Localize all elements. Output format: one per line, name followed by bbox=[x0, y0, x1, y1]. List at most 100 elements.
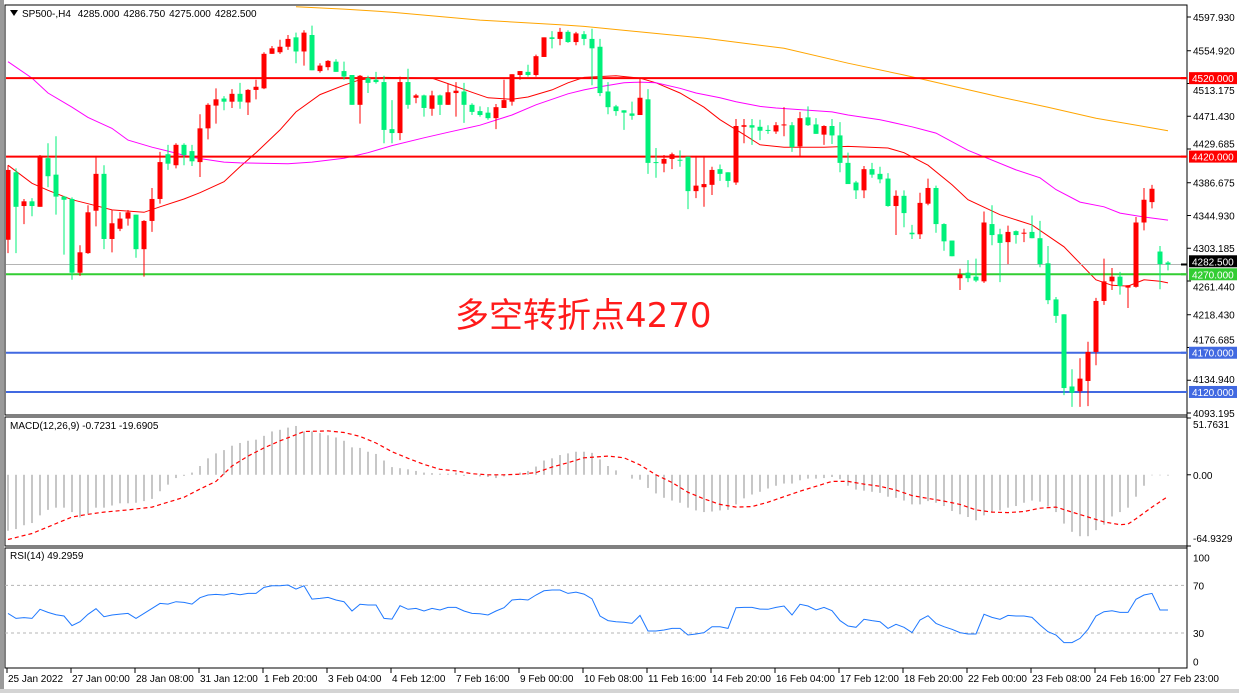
candle-bear bbox=[1165, 262, 1171, 265]
time-tick-label: 17 Feb 12:00 bbox=[840, 674, 899, 685]
candle-bear bbox=[845, 162, 851, 185]
candle-bear bbox=[405, 82, 411, 105]
candle-bear bbox=[181, 144, 187, 156]
price-tick-label: 4176.685 bbox=[1193, 336, 1235, 347]
candle-bear bbox=[309, 34, 315, 71]
candle-bull bbox=[317, 65, 323, 72]
candle-bull bbox=[925, 187, 931, 204]
candle-bear bbox=[837, 135, 843, 163]
candle-bear bbox=[45, 158, 51, 177]
candle-bear bbox=[1045, 263, 1051, 301]
candle-bear bbox=[677, 159, 683, 161]
candle-bull bbox=[501, 100, 507, 108]
time-tick-label: 24 Feb 16:00 bbox=[1096, 674, 1155, 685]
candle-bull bbox=[6, 169, 11, 240]
candle-bear bbox=[605, 91, 611, 108]
candle-bear bbox=[997, 234, 1003, 243]
candle-bear bbox=[437, 95, 443, 105]
rsi-tick-label: 70 bbox=[1193, 581, 1205, 592]
triangle-down-icon[interactable] bbox=[10, 10, 18, 16]
candle-bull bbox=[253, 86, 259, 90]
rsi-title: RSI(14) 49.2959 bbox=[10, 551, 84, 562]
candle-bear bbox=[1117, 276, 1123, 287]
macd-title: MACD(12,26,9) -0.7231 -19.6905 bbox=[10, 421, 159, 432]
level-4420-tag-label: 4420.000 bbox=[1192, 153, 1234, 164]
high-value: 4286.750 bbox=[123, 9, 166, 20]
open-value: 4285.000 bbox=[77, 9, 120, 20]
price-tick-label: 4134.940 bbox=[1193, 375, 1235, 386]
candle-bear bbox=[725, 172, 731, 181]
candle-bear bbox=[829, 126, 835, 136]
candle-bull bbox=[277, 46, 283, 53]
candle-bull bbox=[93, 173, 99, 211]
candle-bear bbox=[1061, 314, 1067, 389]
candle-bull bbox=[693, 185, 699, 192]
candle-bear bbox=[29, 201, 35, 207]
time-tick-label: 22 Feb 00:00 bbox=[968, 674, 1027, 685]
time-tick-label: 18 Feb 20:00 bbox=[904, 674, 963, 685]
price-tick-label: 4554.920 bbox=[1193, 47, 1235, 58]
candle-bull bbox=[1021, 232, 1027, 234]
candle-bull bbox=[453, 90, 459, 94]
level-4270-tag-label: 4270.000 bbox=[1192, 270, 1234, 281]
candle-bear bbox=[477, 111, 483, 116]
candle-bull bbox=[357, 75, 363, 105]
candle-bull bbox=[661, 158, 667, 164]
time-tick-label: 10 Feb 08:00 bbox=[584, 674, 643, 685]
candle-bear bbox=[53, 174, 59, 197]
candle-bear bbox=[645, 99, 651, 163]
level-4170-tag bbox=[1189, 346, 1237, 359]
candle-bull bbox=[325, 60, 331, 68]
candle-bull bbox=[1101, 281, 1107, 301]
candle-bear bbox=[461, 91, 467, 105]
pivot-annotation: 多空转折点4270 bbox=[455, 296, 712, 336]
chart-header: SP500-,H4 4285.000 4286.750 4275.000 4282.5… bbox=[10, 9, 261, 20]
candle-bear bbox=[1037, 238, 1043, 265]
candle-bull bbox=[301, 32, 307, 52]
candle-bear bbox=[1157, 251, 1163, 265]
candle-bull bbox=[1085, 351, 1091, 381]
candle-bear bbox=[749, 125, 755, 128]
candle-bear bbox=[653, 162, 659, 164]
candle-bull bbox=[229, 93, 235, 102]
candle-bull bbox=[637, 97, 643, 116]
candle-bull bbox=[669, 154, 675, 159]
bid-price-tag bbox=[1189, 255, 1237, 268]
candle-bear bbox=[989, 224, 995, 236]
candle-bull bbox=[733, 126, 739, 183]
candle-bear bbox=[685, 156, 691, 192]
candle-bull bbox=[741, 125, 747, 127]
price-tick-label: 4303.185 bbox=[1193, 244, 1235, 255]
candle-bear bbox=[69, 198, 75, 273]
candle-bear bbox=[853, 182, 859, 191]
candle-bear bbox=[237, 93, 243, 102]
rsi-tick-label: 100 bbox=[1193, 554, 1210, 565]
candle-bear bbox=[885, 178, 891, 207]
time-tick-label: 23 Feb 08:00 bbox=[1032, 674, 1091, 685]
time-tick-label: 27 Feb 23:00 bbox=[1160, 674, 1219, 685]
candle-bull bbox=[37, 155, 43, 207]
time-tick-label: 27 Jan 00:00 bbox=[72, 674, 130, 685]
candle-bull bbox=[493, 107, 499, 119]
candle-bear bbox=[1069, 386, 1075, 393]
candle-bear bbox=[597, 46, 603, 94]
macd-tick-label: -64.9329 bbox=[1193, 534, 1233, 545]
candle-bear bbox=[949, 240, 955, 257]
candle-bear bbox=[765, 129, 771, 131]
price-tick-label: 4597.930 bbox=[1193, 13, 1235, 24]
time-tick-label: 4 Feb 12:00 bbox=[392, 674, 446, 685]
candle-bull bbox=[429, 95, 435, 109]
candle-bear bbox=[61, 196, 67, 200]
price-tick-label: 4344.930 bbox=[1193, 211, 1235, 222]
candle-bear bbox=[757, 126, 763, 131]
candle-bear bbox=[549, 37, 555, 39]
candle-bull bbox=[1005, 231, 1011, 243]
candle-bear bbox=[341, 71, 347, 77]
candle-bear bbox=[1053, 299, 1059, 316]
candle-bear bbox=[101, 173, 107, 239]
low-value: 4275.000 bbox=[169, 9, 211, 20]
candle-bull bbox=[709, 169, 715, 185]
moving-average-line-3 bbox=[295, 6, 1169, 132]
macd-tick-label: 51.7631 bbox=[1193, 420, 1230, 431]
